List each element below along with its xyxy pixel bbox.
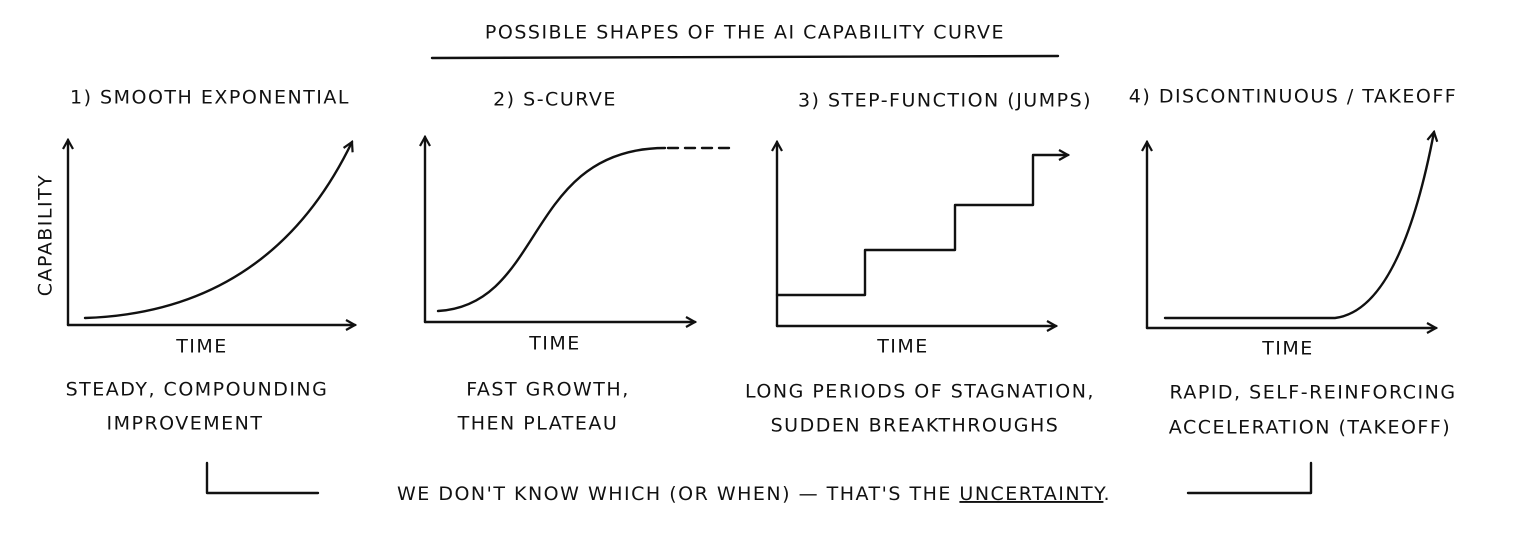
curve [83, 142, 352, 320]
panel-title: 1) SMOOTH EXPONENTIAL [70, 87, 350, 109]
footer-text: WE DON'T KNOW WHICH (OR WHEN) — THAT'S T… [397, 483, 952, 505]
x-axis-label: TIME [528, 333, 581, 355]
y-axis-label: CAPABILITY [35, 174, 57, 297]
caption: IMPROVEMENT [107, 413, 264, 435]
x-axis-label: TIME [175, 336, 228, 358]
title-underline [430, 54, 1060, 60]
x-axis-label: TIME [1261, 338, 1314, 360]
caption: RAPID, SELF-REINFORCING [1169, 382, 1456, 404]
caption: ACCELERATION (TAKEOFF) [1169, 417, 1451, 439]
panel-title: 4) DISCONTINUOUS / TAKEOFF [1129, 86, 1457, 108]
footer-end: . [1103, 483, 1111, 505]
bracket-right [1186, 461, 1313, 495]
footer-emphasis: UNCERTAINTY [959, 483, 1106, 505]
caption: SUDDEN BREAKTHROUGHS [771, 415, 1060, 437]
curve [1163, 132, 1434, 320]
x-axis-label: TIME [876, 336, 929, 358]
curve [775, 155, 1068, 297]
caption: STEADY, COMPOUNDING [66, 379, 329, 401]
caption: THEN PLATEAU [457, 413, 619, 435]
footer: WE DON'T KNOW WHICH (OR WHEN) — THAT'S T… [397, 483, 1111, 505]
curve [436, 146, 667, 313]
bracket-left [205, 461, 320, 495]
caption: FAST GROWTH, [466, 379, 630, 401]
title: POSSIBLE SHAPES OF THE AI CAPABILITY CUR… [485, 22, 1005, 44]
panel-title: 3) STEP-FUNCTION (JUMPS) [798, 90, 1092, 112]
caption: LONG PERIODS OF STAGNATION, [745, 381, 1095, 403]
panel-title: 2) S-CURVE [493, 89, 617, 111]
